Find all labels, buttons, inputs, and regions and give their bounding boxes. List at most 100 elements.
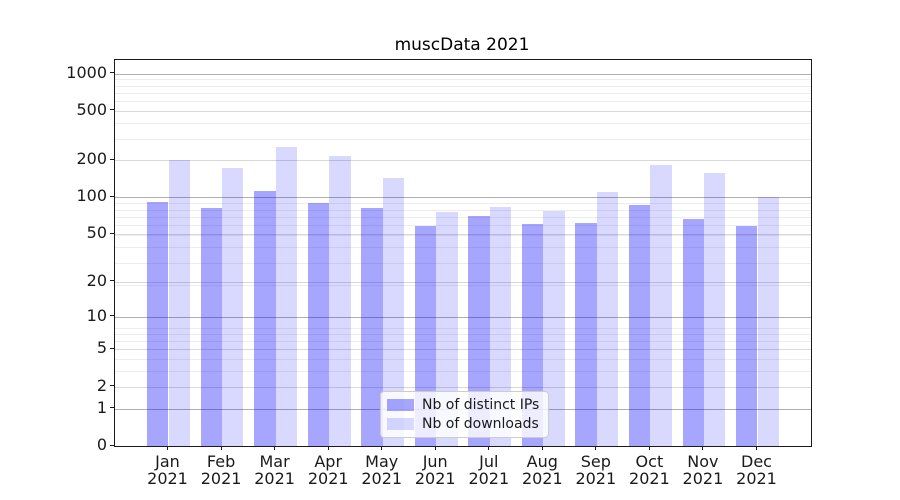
x-tick-mark bbox=[327, 446, 329, 450]
gridline-minor bbox=[115, 262, 811, 264]
bar-downloads-jan bbox=[168, 160, 190, 446]
y-tick-mark bbox=[110, 232, 114, 234]
y-tick-mark bbox=[110, 407, 114, 409]
y-tick-mark bbox=[110, 347, 114, 349]
x-tick-mark bbox=[381, 446, 383, 450]
bar-ips-jan bbox=[147, 201, 169, 446]
y-tick-mark bbox=[110, 158, 114, 160]
gridline-minor bbox=[115, 79, 811, 81]
gridline bbox=[115, 73, 811, 75]
legend-label-distinct-ips: Nb of distinct IPs bbox=[422, 397, 540, 413]
bar-downloads-jul bbox=[489, 206, 512, 446]
gridline-minor bbox=[115, 123, 811, 124]
y-tick-mark bbox=[110, 280, 114, 282]
gridline-minor bbox=[115, 209, 811, 211]
x-tick-mark bbox=[756, 446, 757, 450]
x-tick-label: Feb 2021 bbox=[200, 452, 242, 488]
gridline bbox=[115, 234, 811, 235]
bar-ips-dec bbox=[736, 226, 758, 446]
y-tick-label: 1000 bbox=[66, 62, 107, 82]
gridline-minor bbox=[115, 216, 811, 218]
bar-ips-apr bbox=[307, 203, 330, 446]
gridline-minor bbox=[115, 359, 811, 361]
gridline-minor bbox=[115, 371, 811, 373]
bar-downloads-apr bbox=[329, 156, 351, 446]
gridline bbox=[115, 349, 811, 351]
gridline-minor bbox=[115, 203, 811, 205]
chart-title: muscData 2021 bbox=[394, 35, 530, 55]
gridline bbox=[115, 110, 811, 112]
y-tick-label: 200 bbox=[76, 149, 107, 169]
x-tick-label: Mar 2021 bbox=[254, 452, 295, 488]
y-tick-label: 20 bbox=[86, 270, 107, 290]
gridline-minor bbox=[115, 284, 811, 286]
bar-downloads-oct bbox=[650, 164, 672, 446]
y-tick-label: 100 bbox=[76, 186, 107, 206]
x-tick-mark bbox=[220, 446, 222, 450]
gridline-minor bbox=[115, 225, 811, 227]
x-tick-mark bbox=[167, 446, 168, 450]
bar-downloads-sep bbox=[596, 192, 619, 446]
x-tick-label: Jun 2021 bbox=[414, 452, 456, 488]
legend-swatch-distinct-ips bbox=[387, 399, 414, 411]
x-tick-label: Oct 2021 bbox=[629, 452, 670, 488]
y-tick-mark bbox=[110, 195, 114, 197]
legend-swatch-downloads bbox=[387, 418, 414, 430]
y-tick-label: 50 bbox=[86, 223, 107, 242]
x-tick-label: Jan 2021 bbox=[147, 452, 188, 488]
gridline-minor bbox=[115, 341, 811, 343]
x-tick-mark bbox=[434, 446, 436, 450]
y-tick-label: 0 bbox=[96, 435, 107, 454]
x-tick-label: Dec 2021 bbox=[736, 452, 777, 488]
legend-item-distinct-ips: Nb of distinct IPs bbox=[387, 397, 539, 413]
gridline bbox=[115, 197, 811, 199]
y-tick-mark bbox=[110, 72, 114, 73]
x-tick-mark bbox=[541, 446, 543, 450]
x-tick-label: Apr 2021 bbox=[307, 452, 349, 488]
gridline bbox=[115, 316, 811, 318]
gridline-minor bbox=[115, 101, 811, 103]
x-tick-mark bbox=[595, 446, 597, 450]
gridline-minor bbox=[115, 138, 811, 140]
y-tick-label: 2 bbox=[96, 375, 107, 395]
plot-area bbox=[114, 59, 812, 447]
x-tick-label: May 2021 bbox=[361, 452, 403, 488]
bar-ips-mar bbox=[254, 191, 276, 446]
bar-downloads-feb bbox=[222, 167, 244, 446]
x-tick-label: Jul 2021 bbox=[468, 452, 510, 488]
bar-ips-sep bbox=[575, 222, 597, 446]
bar-ips-feb bbox=[200, 208, 223, 446]
y-tick-mark bbox=[110, 315, 114, 317]
y-tick-label: 10 bbox=[86, 305, 107, 325]
gridline-minor bbox=[115, 85, 811, 87]
y-tick-mark bbox=[110, 385, 114, 387]
bar-downloads-aug bbox=[543, 211, 565, 446]
x-tick-mark bbox=[648, 446, 650, 450]
x-tick-label: Nov 2021 bbox=[682, 452, 724, 488]
legend-label-downloads: Nb of downloads bbox=[422, 416, 539, 432]
bar-ips-may bbox=[361, 208, 383, 446]
gridline-minor bbox=[115, 327, 811, 329]
gridline bbox=[115, 281, 811, 283]
x-tick-mark bbox=[488, 446, 490, 450]
gridline-minor bbox=[115, 333, 811, 335]
legend: Nb of distinct IPs Nb of downloads bbox=[380, 391, 550, 438]
y-tick-label: 500 bbox=[76, 99, 107, 119]
bar-ips-aug bbox=[521, 224, 544, 446]
y-tick-label: 5 bbox=[96, 338, 107, 358]
bar-downloads-nov bbox=[703, 172, 726, 446]
y-tick-label: 1 bbox=[96, 397, 107, 417]
legend-item-downloads: Nb of downloads bbox=[387, 416, 539, 432]
bar-downloads-may bbox=[382, 178, 405, 446]
x-tick-mark bbox=[274, 446, 276, 450]
gridline-minor bbox=[115, 235, 811, 237]
bar-downloads-dec bbox=[757, 197, 779, 446]
y-tick-mark bbox=[110, 444, 114, 446]
x-tick-mark bbox=[702, 446, 704, 450]
bar-ips-oct bbox=[629, 205, 651, 446]
bar-downloads-mar bbox=[275, 147, 297, 446]
bar-ips-nov bbox=[682, 219, 704, 446]
gridline bbox=[115, 160, 811, 162]
y-tick-mark bbox=[110, 109, 114, 111]
